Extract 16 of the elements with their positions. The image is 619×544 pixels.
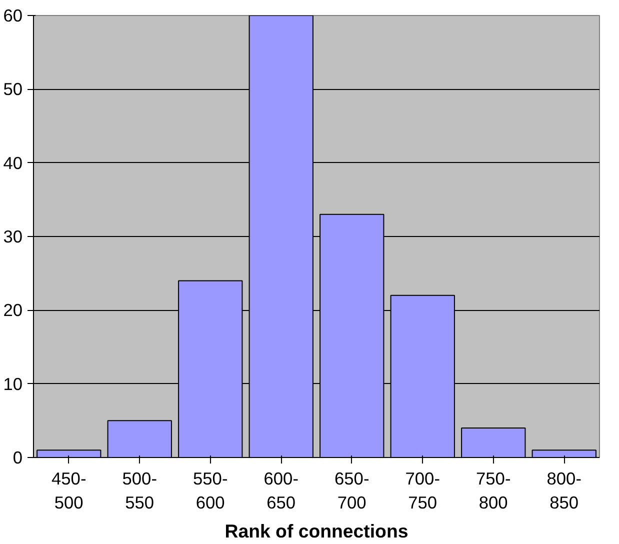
x-axis-title: Rank of connections: [224, 520, 408, 542]
y-tick-label: 40: [3, 152, 23, 173]
y-tick-label: 10: [3, 374, 23, 394]
x-tick-label: 650- 700: [334, 468, 370, 512]
y-tick-label: 30: [3, 226, 23, 246]
x-tick-label: 700- 750: [405, 468, 440, 512]
y-tick-label: 0: [12, 448, 23, 468]
x-tick-label: 550- 600: [193, 468, 228, 512]
x-tick-label: 800- 850: [546, 468, 582, 512]
y-tick-label: 20: [3, 300, 23, 320]
x-tick-label: 750- 800: [476, 468, 511, 512]
x-tick-label: 500- 550: [122, 468, 157, 512]
x-tick-label: 600- 650: [264, 468, 298, 512]
y-tick-label: 50: [3, 79, 23, 100]
y-tick-label: 60: [3, 6, 23, 26]
x-tick-label: 450- 500: [52, 468, 86, 512]
